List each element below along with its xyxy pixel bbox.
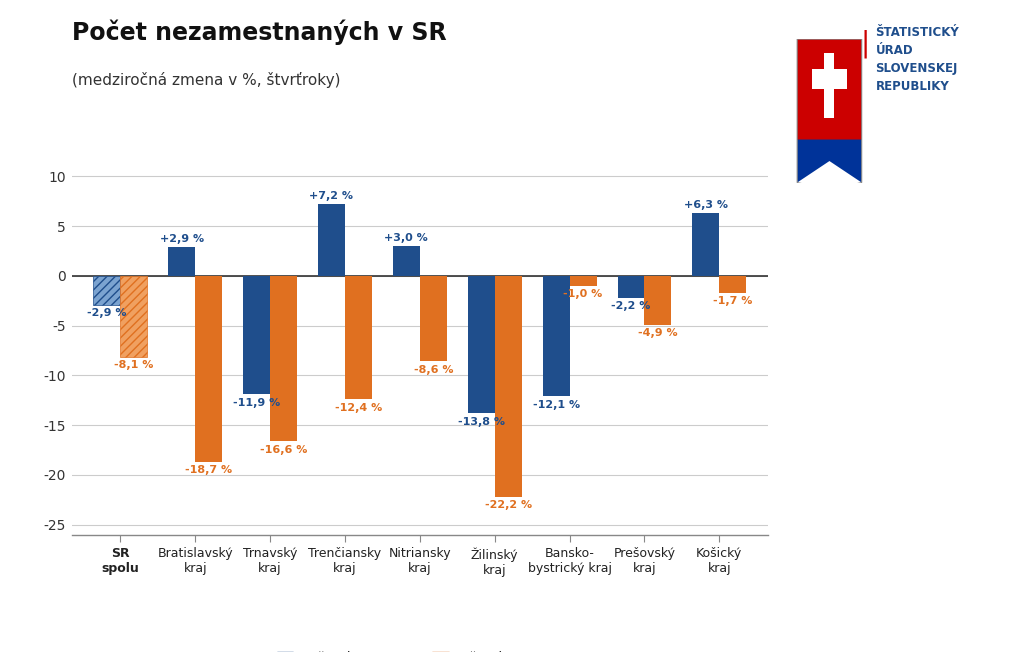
Bar xyxy=(824,53,835,118)
Bar xyxy=(543,276,569,396)
Text: (medziročná zmena v %, štvrťroky): (medziročná zmena v %, štvrťroky) xyxy=(72,72,340,88)
Polygon shape xyxy=(797,39,861,140)
Text: -2,2 %: -2,2 % xyxy=(611,301,650,311)
Bar xyxy=(243,276,270,394)
Bar xyxy=(617,276,644,298)
Text: -2,9 %: -2,9 % xyxy=(87,308,127,318)
Text: Počet nezamestnaných v SR: Počet nezamestnaných v SR xyxy=(72,20,446,45)
Text: -18,7 %: -18,7 % xyxy=(185,466,232,475)
Bar xyxy=(270,276,297,441)
Bar xyxy=(719,276,746,293)
Text: -11,9 %: -11,9 % xyxy=(233,398,281,408)
Bar xyxy=(345,276,372,399)
Text: -1,0 %: -1,0 % xyxy=(563,289,603,299)
Text: +7,2 %: +7,2 % xyxy=(309,191,353,201)
Text: -16,6 %: -16,6 % xyxy=(260,445,307,454)
Bar xyxy=(468,276,495,413)
Text: -1,7 %: -1,7 % xyxy=(713,296,753,306)
Text: -4,9 %: -4,9 % xyxy=(638,328,678,338)
Text: -8,1 %: -8,1 % xyxy=(114,360,154,370)
Text: -12,4 %: -12,4 % xyxy=(335,403,382,413)
Bar xyxy=(168,247,196,276)
Text: -12,1 %: -12,1 % xyxy=(532,400,580,410)
Legend: 1. štvrťrok 2023, 1 štvrťrok 2022: 1. štvrťrok 2023, 1 štvrťrok 2022 xyxy=(271,646,568,652)
Bar xyxy=(495,276,521,497)
Text: +2,9 %: +2,9 % xyxy=(160,233,204,244)
Text: -13,8 %: -13,8 % xyxy=(458,417,505,426)
Bar xyxy=(121,276,147,357)
Bar xyxy=(196,276,222,462)
Bar xyxy=(569,276,597,286)
Bar xyxy=(420,276,446,361)
Text: |: | xyxy=(860,29,870,58)
Bar xyxy=(93,276,121,304)
Text: -8,6 %: -8,6 % xyxy=(414,365,453,375)
Bar xyxy=(318,204,345,276)
Text: +6,3 %: +6,3 % xyxy=(684,200,728,210)
Bar xyxy=(644,276,672,325)
Text: +3,0 %: +3,0 % xyxy=(384,233,428,243)
Polygon shape xyxy=(797,140,861,183)
Bar xyxy=(692,213,719,276)
Text: ŠTATISTICKÝ
ÚRAD
SLOVENSKEJ
REPUBLIKY: ŠTATISTICKÝ ÚRAD SLOVENSKEJ REPUBLIKY xyxy=(876,26,959,93)
Text: -22,2 %: -22,2 % xyxy=(484,500,531,511)
Bar xyxy=(393,246,420,276)
Bar xyxy=(811,69,847,89)
